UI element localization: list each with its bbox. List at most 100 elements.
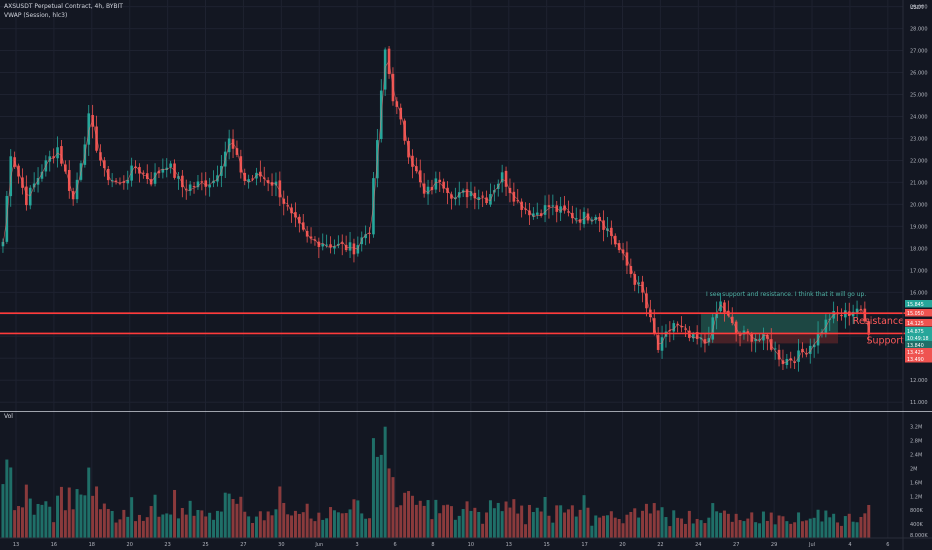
candle-body[interactable]	[855, 308, 859, 314]
candle-body[interactable]	[181, 175, 184, 188]
candle-body[interactable]	[142, 172, 145, 174]
resistance-label[interactable]: Resistance	[853, 316, 904, 327]
candle-body[interactable]	[808, 345, 812, 354]
candle-body[interactable]	[707, 338, 711, 343]
candle-body[interactable]	[418, 170, 422, 183]
candle-body[interactable]	[590, 219, 594, 222]
candle-body[interactable]	[438, 179, 442, 183]
candle-body[interactable]	[578, 219, 582, 223]
candle-body[interactable]	[259, 171, 262, 177]
candle-body[interactable]	[477, 197, 481, 200]
candle-body[interactable]	[574, 218, 578, 220]
candle-body[interactable]	[208, 184, 211, 188]
candle-body[interactable]	[543, 205, 547, 215]
candle-body[interactable]	[777, 349, 781, 360]
candle-body[interactable]	[169, 163, 172, 168]
candle-body[interactable]	[559, 206, 562, 213]
candle-body[interactable]	[282, 198, 286, 204]
candle-body[interactable]	[340, 242, 344, 244]
candle-body[interactable]	[660, 337, 664, 351]
candle-body[interactable]	[239, 156, 243, 173]
candle-body[interactable]	[52, 156, 55, 158]
candle-body[interactable]	[344, 244, 348, 251]
candle-body[interactable]	[528, 210, 531, 216]
candle-body[interactable]	[504, 170, 508, 187]
candle-body[interactable]	[87, 113, 91, 145]
candle-body[interactable]	[286, 205, 289, 207]
candle-body[interactable]	[247, 179, 250, 183]
candle-body[interactable]	[368, 232, 371, 234]
candle-body[interactable]	[255, 172, 258, 179]
candle-body[interactable]	[551, 205, 555, 207]
candle-body[interactable]	[454, 197, 457, 200]
volume-legend[interactable]: Vol	[4, 413, 13, 420]
candle-body[interactable]	[867, 321, 871, 335]
candle-body[interactable]	[450, 194, 453, 199]
candle-body[interactable]	[547, 205, 551, 208]
candle-body[interactable]	[114, 180, 118, 182]
candle-body[interactable]	[535, 212, 539, 215]
candle-body[interactable]	[840, 314, 843, 317]
candle-body[interactable]	[719, 301, 722, 312]
candle-body[interactable]	[364, 234, 367, 239]
candle-body[interactable]	[812, 344, 816, 348]
candle-body[interactable]	[816, 332, 820, 346]
candle-body[interactable]	[313, 239, 317, 241]
candle-body[interactable]	[403, 120, 406, 141]
support-resistance-levels[interactable]: Resistance Support	[0, 312, 906, 346]
candle-body[interactable]	[192, 186, 196, 188]
candle-body[interactable]	[457, 192, 461, 198]
candle-body[interactable]	[153, 172, 157, 184]
indicator-legend[interactable]: VWAP (Session, hlc3)	[4, 12, 68, 19]
candle-body[interactable]	[251, 178, 254, 180]
candle-body[interactable]	[699, 337, 703, 340]
candle-body[interactable]	[103, 160, 106, 169]
candle-body[interactable]	[360, 237, 364, 245]
candle-body[interactable]	[489, 194, 492, 205]
candle-body[interactable]	[25, 186, 28, 206]
candle-body[interactable]	[586, 213, 590, 221]
candle-body[interactable]	[329, 244, 332, 248]
candle-body[interactable]	[118, 182, 122, 184]
candle-body[interactable]	[859, 309, 863, 311]
candle-body[interactable]	[730, 316, 734, 323]
candle-body[interactable]	[637, 282, 640, 285]
candle-body[interactable]	[473, 192, 477, 199]
support-label[interactable]: Support	[866, 335, 904, 346]
candle-body[interactable]	[773, 348, 777, 350]
candle-body[interactable]	[485, 197, 488, 204]
candle-body[interactable]	[641, 281, 644, 293]
candle-body[interactable]	[715, 312, 718, 319]
candle-body[interactable]	[633, 274, 637, 285]
candle-body[interactable]	[629, 266, 633, 275]
candle-body[interactable]	[684, 328, 687, 330]
candle-body[interactable]	[469, 191, 473, 197]
candle-body[interactable]	[598, 216, 601, 222]
candle-body[interactable]	[321, 243, 325, 247]
candle-body[interactable]	[481, 195, 484, 197]
candle-body[interactable]	[60, 146, 63, 164]
candle-body[interactable]	[695, 332, 699, 340]
candle-body[interactable]	[411, 155, 414, 167]
candle-body[interactable]	[200, 181, 204, 183]
candle-body[interactable]	[680, 326, 683, 328]
candle-body[interactable]	[75, 179, 79, 200]
candle-body[interactable]	[567, 211, 570, 213]
candle-body[interactable]	[298, 216, 301, 224]
candle-body[interactable]	[645, 293, 648, 309]
candle-body[interactable]	[465, 189, 469, 198]
candle-body[interactable]	[563, 205, 566, 211]
candle-body[interactable]	[426, 186, 430, 195]
candle-body[interactable]	[36, 178, 40, 185]
candle-body[interactable]	[184, 188, 188, 190]
candle-body[interactable]	[797, 350, 800, 362]
candle-body[interactable]	[32, 183, 36, 188]
candle-body[interactable]	[243, 172, 247, 181]
candle-body[interactable]	[337, 243, 340, 246]
candle-body[interactable]	[754, 338, 757, 342]
candle-body[interactable]	[617, 243, 621, 251]
candle-body[interactable]	[691, 333, 695, 339]
candle-body[interactable]	[157, 171, 161, 174]
candle-body[interactable]	[122, 181, 126, 183]
candle-body[interactable]	[161, 168, 165, 173]
